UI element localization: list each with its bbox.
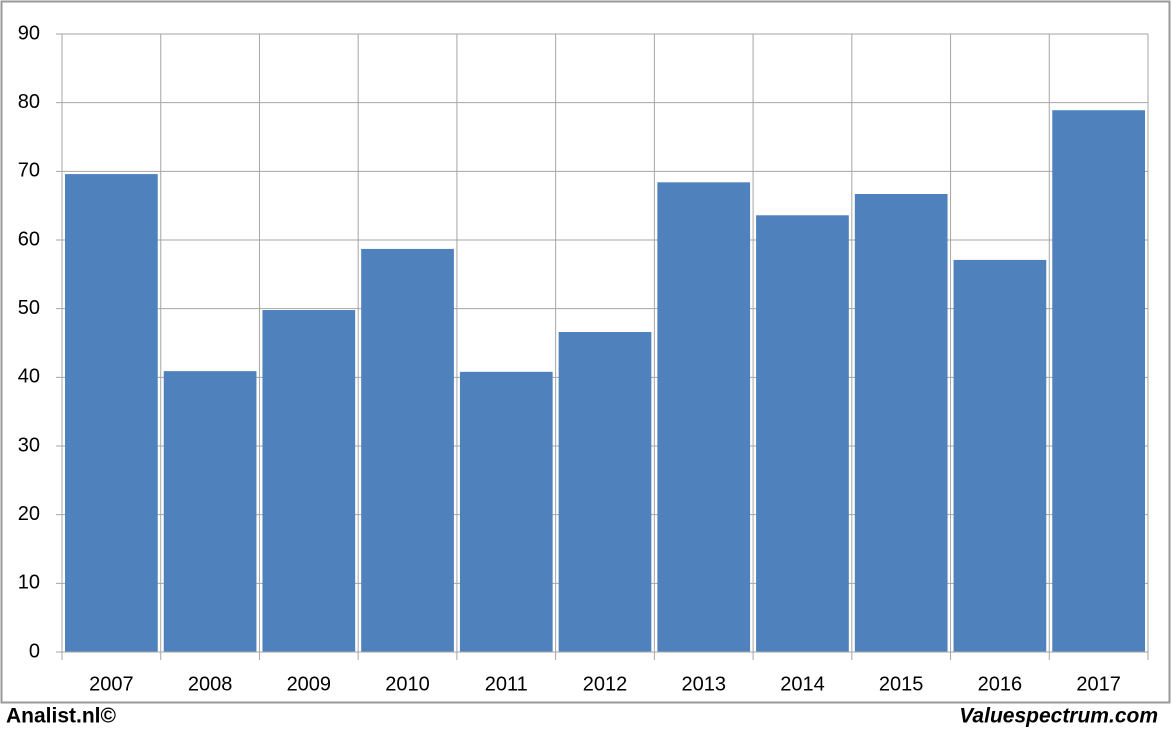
y-tick-label: 60 [18, 228, 40, 250]
bar [558, 332, 652, 652]
x-tick-label: 2008 [188, 673, 233, 695]
bar [65, 174, 158, 652]
source-left: Analist.nl© [6, 705, 117, 728]
x-tick-label: 2014 [780, 673, 825, 695]
y-tick-label: 50 [18, 297, 40, 319]
bar [953, 259, 1047, 652]
x-tick-label: 2012 [583, 673, 628, 695]
bar [163, 371, 257, 652]
x-tick-label: 2017 [1076, 673, 1121, 695]
bar [262, 310, 356, 652]
source-right: Valuespectrum.com [959, 705, 1158, 728]
x-tick-label: 2010 [385, 673, 430, 695]
y-tick-label: 10 [18, 572, 40, 594]
y-tick-label: 20 [18, 503, 40, 525]
y-tick-label: 0 [29, 640, 40, 662]
y-tick-label: 40 [18, 366, 40, 388]
bar [756, 215, 849, 652]
y-tick-label: 70 [18, 160, 40, 182]
y-tick-label: 90 [18, 22, 40, 44]
bar [657, 182, 751, 652]
bar [1052, 110, 1145, 653]
x-tick-label: 2015 [879, 673, 924, 695]
bar [854, 193, 948, 652]
x-tick-label: 2013 [681, 673, 726, 695]
y-tick-label: 80 [18, 91, 40, 113]
x-tick-label: 2016 [978, 673, 1023, 695]
bar [459, 371, 553, 652]
y-tick-label: 30 [18, 434, 40, 456]
x-tick-label: 2009 [287, 673, 332, 695]
x-tick-label: 2011 [485, 673, 528, 695]
x-tick-label: 2007 [89, 673, 134, 695]
bar [361, 248, 454, 652]
